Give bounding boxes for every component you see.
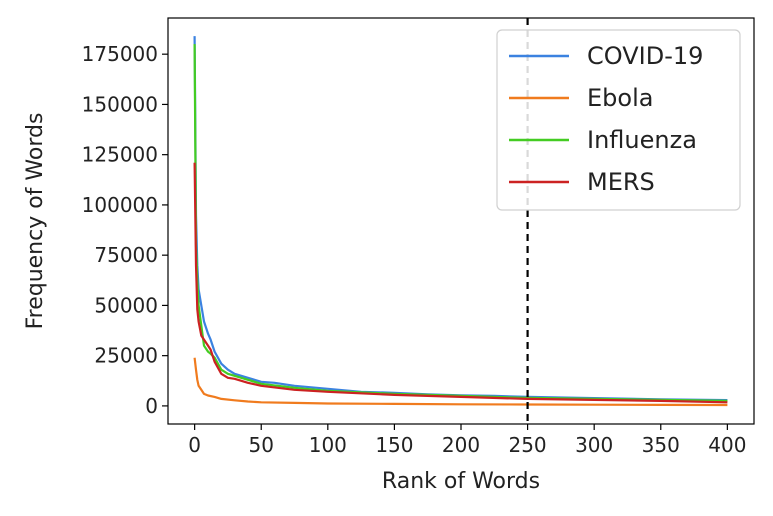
x-tick-label: 350	[642, 433, 680, 457]
plot-area	[193, 18, 728, 424]
y-axis-ticks: 0 25000 50000 75000 100000 125000 150000 175000	[82, 42, 168, 418]
y-tick-label: 0	[145, 394, 158, 418]
legend-entry-label: Influenza	[587, 126, 697, 154]
x-tick-label: 400	[708, 433, 746, 457]
y-tick-label: 175000	[82, 42, 158, 66]
legend-entry-label: MERS	[587, 168, 655, 196]
y-tick-label: 100000	[82, 193, 158, 217]
legend-box	[496, 29, 741, 211]
legend-entry-label: Ebola	[587, 84, 653, 112]
x-axis-ticks: 0 50 100 150 200 250 300 350 400	[188, 424, 746, 457]
x-tick-label: 50	[249, 433, 274, 457]
y-tick-label: 125000	[82, 143, 158, 167]
x-tick-label: 200	[442, 433, 480, 457]
x-tick-label: 250	[508, 433, 546, 457]
x-tick-label: 0	[188, 433, 201, 457]
x-tick-label: 100	[309, 433, 347, 457]
y-tick-label: 75000	[94, 243, 158, 267]
series-line-ebola	[193, 357, 728, 407]
y-axis-label: Frequency of Words	[23, 113, 48, 330]
x-tick-label: 150	[375, 433, 413, 457]
y-tick-label: 25000	[94, 344, 158, 368]
x-axis-label: Rank of Words	[382, 469, 540, 494]
series-line-mers	[193, 162, 728, 404]
y-tick-label: 50000	[94, 293, 158, 317]
x-tick-label: 300	[575, 433, 613, 457]
legend: COVID-19 Ebola Influenza MERS	[496, 29, 741, 211]
y-tick-label: 150000	[82, 92, 158, 116]
legend-entry-label: COVID-19	[587, 42, 703, 70]
